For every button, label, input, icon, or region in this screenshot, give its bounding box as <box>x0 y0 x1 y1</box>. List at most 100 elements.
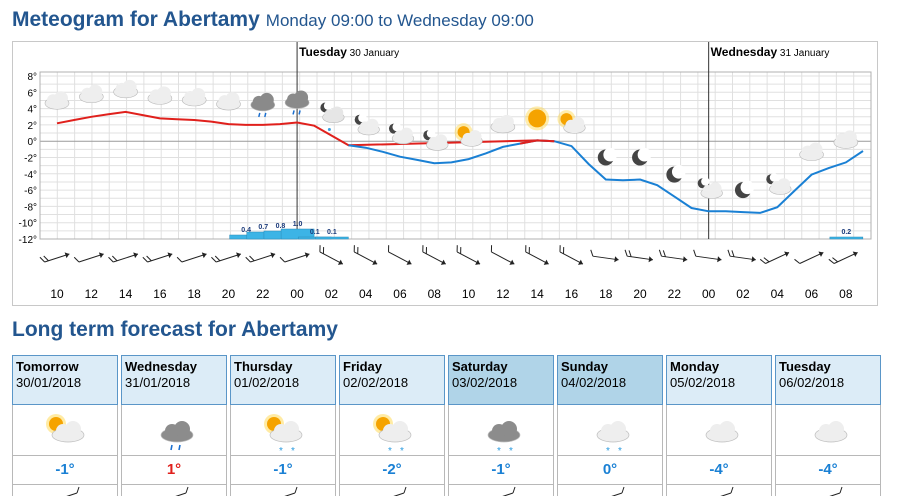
precip-label: 1.0 <box>293 221 303 228</box>
wind-barb-arrow <box>509 259 515 265</box>
wind-barb-shaft <box>491 251 515 265</box>
wind-barb-shaft <box>611 492 623 496</box>
temperature-line-warm <box>56 110 555 147</box>
wind-barb-feather <box>763 257 770 263</box>
cloud-shape <box>708 182 722 195</box>
wind-barb-arrow <box>236 252 241 259</box>
forecast-temperature: -4° <box>666 455 772 485</box>
wind-barb-icon <box>284 486 298 496</box>
wind-barb-feather <box>528 247 530 254</box>
moon-cutout <box>740 180 755 195</box>
precip-bar <box>829 236 864 240</box>
forecast-temperature: -1° <box>12 455 118 485</box>
wind-barb-shaft <box>175 492 187 496</box>
x-tick-label: 16 <box>153 287 167 301</box>
forecast-wind-cell <box>121 485 227 496</box>
forecast-day-header: Saturday 03/02/2018 <box>448 355 554 405</box>
wind-barb-feather <box>319 245 321 252</box>
x-tick-label: 12 <box>85 287 99 301</box>
cloud-shape <box>191 88 206 103</box>
sun-cloud-snow-icon: * * <box>264 414 303 457</box>
cloud-shape <box>156 86 171 101</box>
forecast-day-column: Tomorrow 30/01/2018 -1° <box>12 355 118 496</box>
wind-barb-shaft <box>456 251 481 265</box>
wind-barb-feather <box>294 486 298 494</box>
wind-barb-shaft <box>502 492 514 496</box>
cloud-shape <box>259 92 274 107</box>
wind-barb-icon <box>759 251 790 264</box>
precip-label: 0.8 <box>276 223 286 230</box>
forecast-day-column: Thursday 01/02/2018 * * -1° <box>230 355 336 496</box>
cloud-shape <box>468 130 482 143</box>
cloud-icon <box>697 177 723 199</box>
wind-barb-icon <box>624 249 654 263</box>
x-tick-label: 22 <box>668 287 682 301</box>
forecast-day-date: 03/02/2018 <box>452 375 518 390</box>
cloud-shape <box>571 117 585 130</box>
wind-barb-shaft <box>284 492 296 496</box>
cloud-shape <box>808 142 823 157</box>
wind-barb-feather <box>43 255 49 262</box>
wind-barb-feather <box>185 486 189 494</box>
forecast-icon-cell <box>666 405 772 455</box>
forecast-icon-cell <box>775 405 881 455</box>
cloud-shape <box>122 79 137 94</box>
forecast-icon-cell: * * <box>448 405 554 457</box>
forecast-day-header: Tomorrow 30/01/2018 <box>12 355 118 405</box>
rain-cloud-icon <box>284 90 310 115</box>
wind-barb-arrow <box>852 251 858 257</box>
forecast-temperature: -1° <box>230 455 336 485</box>
wind-barb-arrow <box>337 259 343 265</box>
wind-barb-icon <box>828 251 858 264</box>
wind-barb-shaft <box>250 253 276 263</box>
wind-barb-icon <box>142 252 173 263</box>
forecast-day-column: Friday 02/02/2018 * * -2° <box>339 355 445 496</box>
x-tick-label: 16 <box>565 287 579 301</box>
wind-barb-icon <box>176 252 207 263</box>
wind-barb-icon <box>590 249 619 263</box>
snow-flake: * <box>388 446 392 455</box>
moon-cutout <box>769 173 779 182</box>
wind-barb-feather <box>693 249 697 257</box>
y-tick-label: -6° <box>24 186 37 197</box>
wind-barb-feather <box>357 247 359 254</box>
forecast-day-date: 06/02/2018 <box>779 375 845 390</box>
forecast-day-date: 31/01/2018 <box>125 375 191 390</box>
rain-drop <box>178 444 181 451</box>
wind-barb-feather <box>621 486 625 494</box>
forecast-day-column: Tuesday 06/02/2018 -4° <box>775 355 881 496</box>
wind-barb-feather <box>76 486 80 494</box>
snow-flake: * <box>618 446 622 455</box>
wind-barb-shaft <box>66 492 78 496</box>
wind-barb-shaft <box>181 253 207 263</box>
wind-barb-feather <box>839 486 843 494</box>
wind-barb-arrow <box>543 259 549 265</box>
wind-barb-feather <box>730 486 734 494</box>
forecast-day-header: Monday 05/02/2018 <box>666 355 772 405</box>
wind-barb-arrow <box>578 259 583 265</box>
precip-bar <box>280 228 315 240</box>
moon-cutout <box>323 101 333 110</box>
forecast-day-name: Sunday <box>561 359 608 374</box>
forecast-icon-cell <box>12 405 118 455</box>
wind-barb-feather <box>211 256 217 263</box>
wind-barb-shaft <box>113 253 139 263</box>
x-tick-label: 14 <box>530 287 544 301</box>
wind-barb-icon <box>39 252 70 263</box>
wind-barb-feather <box>759 258 766 264</box>
wind-barb-arrow <box>648 256 653 263</box>
forecast-day-header: Sunday 04/02/2018 <box>557 355 663 405</box>
wind-barb-shaft <box>44 253 70 263</box>
cloud-icon <box>490 114 516 134</box>
wind-barb-icon <box>794 251 824 264</box>
forecast-wind-cell <box>557 485 663 496</box>
wind-barb-feather <box>490 245 493 252</box>
cloud-icon <box>814 421 848 443</box>
precip-label: 0.2 <box>841 229 851 236</box>
cloud-icon <box>766 173 792 195</box>
x-tick-label: 20 <box>222 287 236 301</box>
cloud-shape <box>365 118 379 132</box>
cloud-shape <box>610 421 626 437</box>
wind-barb-shaft <box>284 253 310 263</box>
x-tick-label: 18 <box>599 287 613 301</box>
